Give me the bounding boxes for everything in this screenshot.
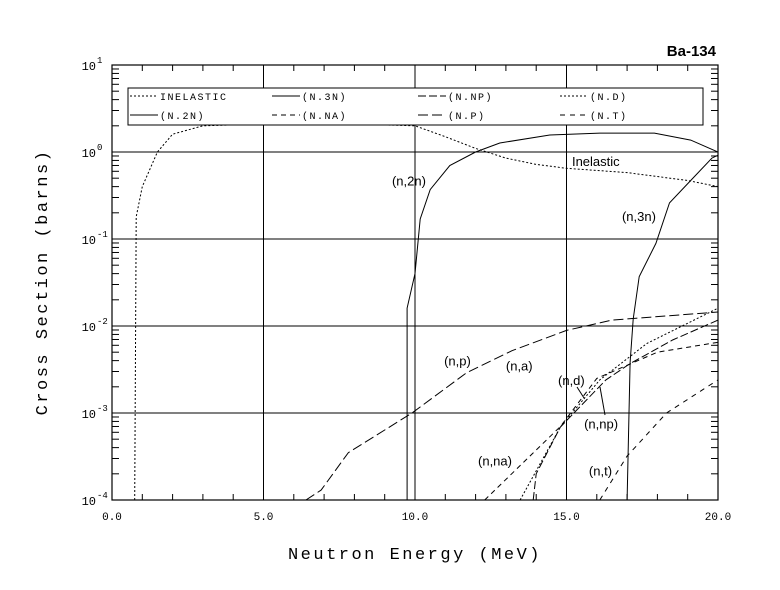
chart-title: Ba-134 <box>667 43 717 60</box>
curve-annotation: (n,na) <box>478 453 512 468</box>
grid <box>112 65 718 500</box>
y-tick-exponent: -1 <box>97 230 108 240</box>
curve-annotation: (n,p) <box>444 354 471 369</box>
n-np-leader-line <box>599 386 606 416</box>
y-tick-exponent: 1 <box>97 56 102 66</box>
y-axis-label: Cross Section (barns) <box>34 149 53 416</box>
x-tick-label: 10.0 <box>402 512 428 524</box>
series-line-n-na <box>484 341 718 500</box>
legend: INELASTIC (N.3N) (N.NP) (N.D) (N.2N) (N.NA) (N… <box>127 87 704 126</box>
series-line-n-2n <box>406 132 718 500</box>
x-tick-label: 20.0 <box>705 512 731 524</box>
y-tick-label: 10 <box>82 234 96 248</box>
legend-label: (N.D) <box>590 92 628 104</box>
curve-annotation: (n,t) <box>589 464 612 479</box>
y-tick-exponent: -3 <box>97 404 108 414</box>
curves <box>134 123 718 500</box>
y-tick-label: 10 <box>82 495 96 509</box>
plot-frame <box>111 64 719 501</box>
legend-label: (N.NA) <box>302 111 347 123</box>
curve-annotation: (n,a) <box>506 358 533 373</box>
y-tick-label: 10 <box>82 147 96 161</box>
legend-label: (N.NP) <box>448 92 493 104</box>
series-line-inelastic <box>134 123 718 500</box>
series-line-n-p <box>305 311 718 500</box>
series-line-n-t <box>599 379 718 500</box>
legend-label: (N.2N) <box>160 111 205 123</box>
curve-annotation: Inelastic <box>572 154 620 169</box>
x-axis-label: Neutron Energy (MeV) <box>288 546 542 565</box>
y-tick-label: 10 <box>82 408 96 422</box>
legend-box <box>127 87 704 126</box>
legend-label: (N.P) <box>448 111 486 123</box>
series-line-n-d <box>519 307 718 500</box>
series-line-n-3n <box>626 154 718 500</box>
n-d-leader-line <box>576 386 585 399</box>
y-tick-label: 10 <box>82 321 96 335</box>
curve-annotation: (n,d) <box>558 373 585 388</box>
legend-label: (N.T) <box>590 111 628 123</box>
x-tick-label: 0.0 <box>102 512 122 524</box>
x-tick-label: 15.0 <box>553 512 579 524</box>
y-tick-label: 10 <box>82 60 96 74</box>
legend-label: INELASTIC <box>160 93 228 104</box>
curve-annotation: (n,np) <box>584 417 618 432</box>
y-tick-exponent: -2 <box>97 317 108 327</box>
legend-label: (N.3N) <box>302 92 347 104</box>
y-tick-exponent: 0 <box>97 143 102 153</box>
series-line-n-np <box>532 319 718 500</box>
curve-annotation: (n,2n) <box>392 174 426 189</box>
y-tick-exponent: -4 <box>97 491 108 501</box>
annotations: Inelastic (n,2n) (n,3n) (n,p) (n,a) (n,d) (n,n… <box>392 154 656 479</box>
x-tick-label: 5.0 <box>254 512 274 524</box>
curve-annotation: (n,3n) <box>622 209 656 224</box>
